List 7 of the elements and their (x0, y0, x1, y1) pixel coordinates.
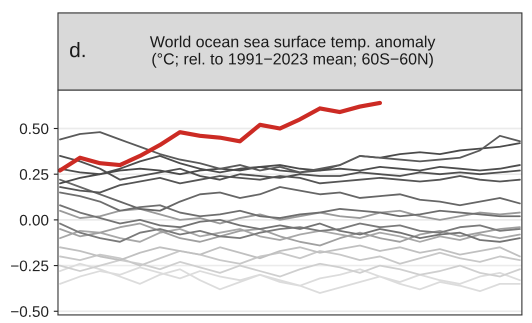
y-tick-label: 0.00 (20, 214, 48, 226)
y-tick-label: 0.50 (20, 123, 48, 134)
y-tick-label: 0.25 (20, 169, 48, 180)
chart-title: World ocean sea surface temp. anomaly (°C; rel. to 1991−2023 mean; 60S−60N) (150, 36, 436, 68)
text: d. (70, 42, 85, 58)
y-tick-label: −0.50 (11, 306, 48, 317)
y-tick-label: −0.25 (11, 260, 48, 272)
